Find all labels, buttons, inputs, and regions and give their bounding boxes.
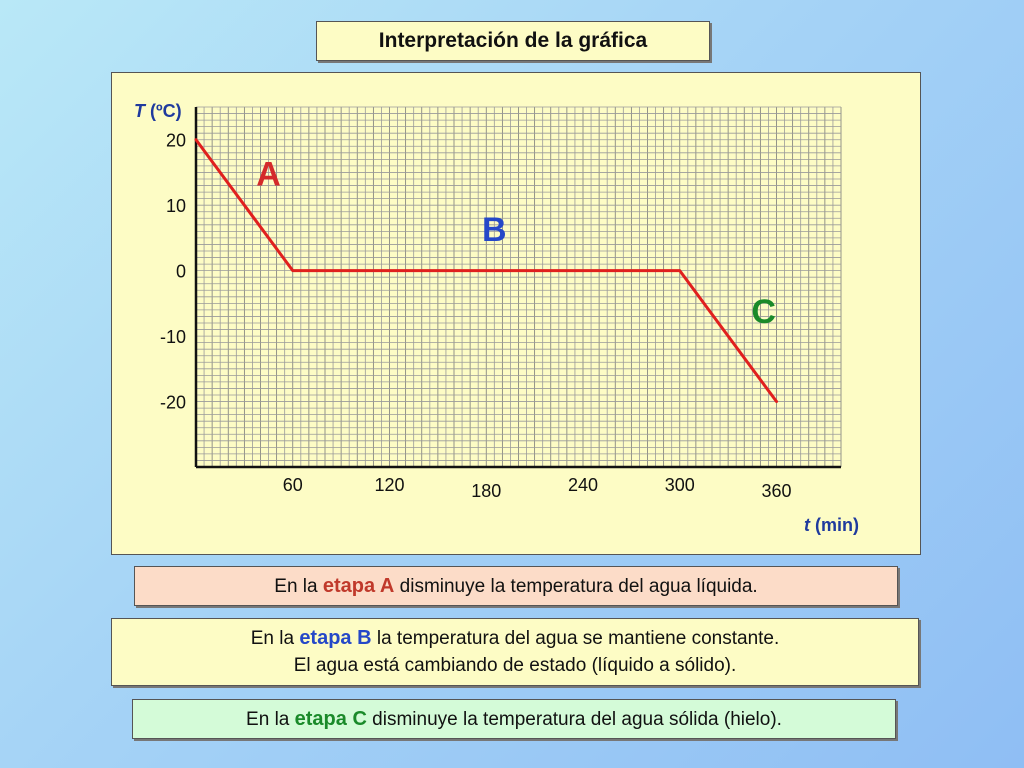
x-tick-label: 180: [471, 481, 501, 501]
info-c-post: disminuye la temperatura del agua sólida…: [372, 708, 782, 730]
info-a-pre: En la: [274, 575, 318, 597]
y-tick-label: -10: [160, 327, 186, 347]
y-tick-label: 10: [166, 196, 186, 216]
y-tick-label: -20: [160, 393, 186, 413]
y-tick-label: 20: [166, 131, 186, 151]
temperature-time-chart: 20 10 0 -10 -20 60 120 180 240 300 360 T (ºC) t (min…: [134, 101, 859, 535]
x-tick-label: 60: [283, 475, 303, 495]
info-b-post: la temperatura del agua se mantiene cons…: [376, 628, 780, 649]
x-tick-label: 240: [568, 475, 598, 495]
info-c-pre: En la: [246, 708, 290, 730]
y-tick-label: 0: [176, 262, 186, 282]
info-b-pre: En la: [250, 628, 295, 649]
stage-label-c: C: [751, 293, 776, 331]
series-line: [194, 138, 778, 404]
x-tick-label: 120: [374, 475, 404, 495]
stage-label-a: A: [256, 156, 281, 194]
x-axis-label: t (min): [804, 515, 859, 535]
y-axis-label: T (ºC): [134, 101, 182, 121]
x-tick-label: 300: [665, 475, 695, 495]
info-c-stage: etapa C: [294, 707, 367, 730]
info-a-stage: etapa A: [322, 574, 395, 597]
stage-label-b: B: [482, 211, 507, 249]
page-title: Interpretación de la gráfica: [316, 21, 710, 61]
x-tick-label: 360: [761, 481, 791, 501]
chart-grid: [195, 106, 842, 468]
chart-panel: 20 10 0 -10 -20 60 120 180 240 300 360 T (ºC) t (min…: [111, 72, 921, 555]
info-a-post: disminuye la temperatura del agua líquid…: [399, 575, 758, 597]
info-stage-a: En la etapa A disminuye la temperatura d…: [134, 566, 898, 606]
info-b-line2: El agua está cambiando de estado (líquid…: [293, 655, 737, 676]
info-b-stage: etapa B: [299, 627, 372, 649]
info-stage-b: En la etapa B la temperatura del agua se…: [111, 618, 919, 686]
info-stage-c: En la etapa C disminuye la temperatura d…: [132, 699, 896, 739]
